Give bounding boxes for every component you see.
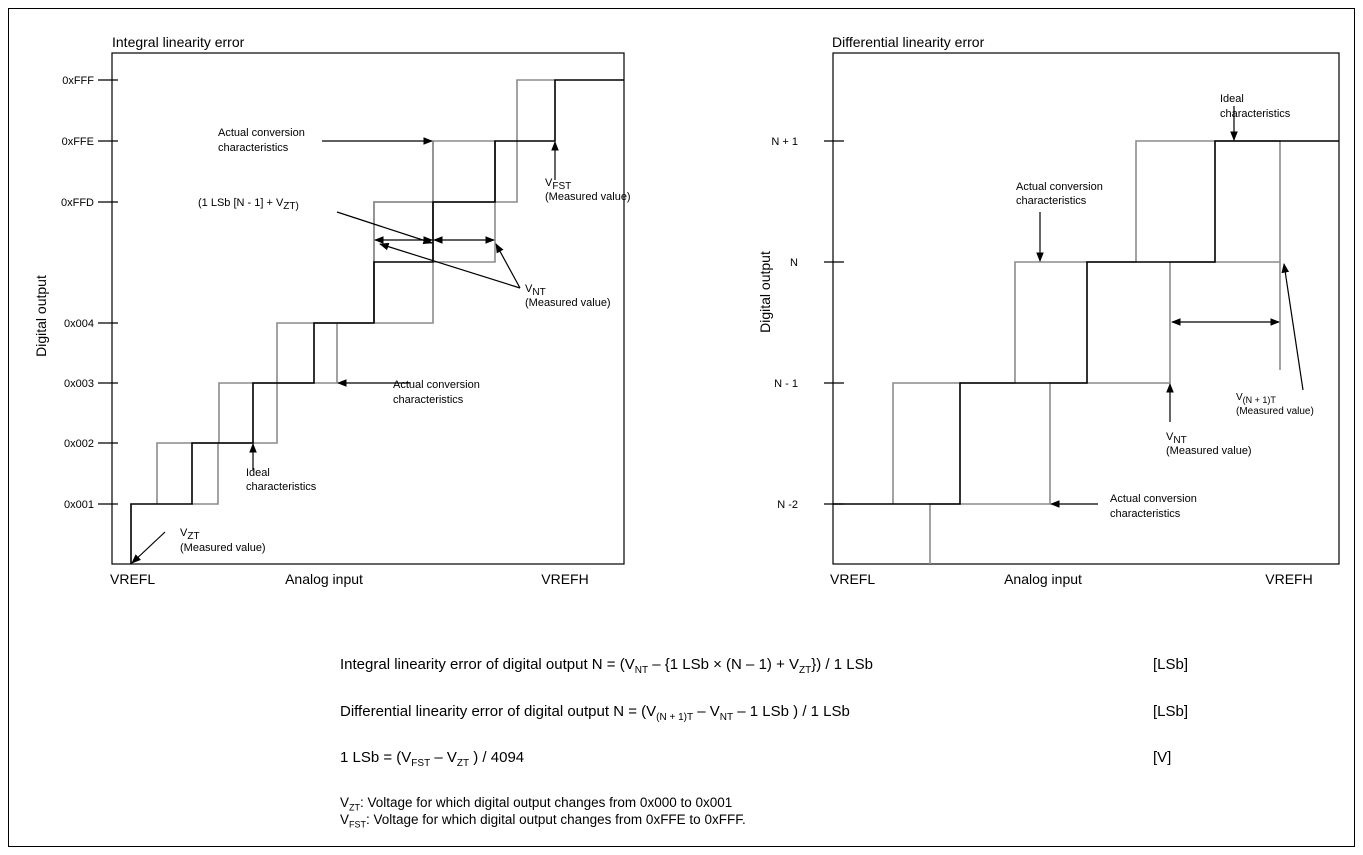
note-vfst: VFST: Voltage for which digital output c… xyxy=(340,812,746,830)
ideal-label-line1: Ideal xyxy=(246,467,270,479)
differential-linearity-chart: Differential linearity error N + 1 N N -… xyxy=(757,34,1340,587)
left-y-axis-label: Digital output xyxy=(33,275,49,357)
left-actual-staircase xyxy=(130,79,624,564)
formula-lsb: 1 LSb = (VFST – VZT ) / 4094 xyxy=(340,749,525,769)
y-tick-0x004: 0x004 xyxy=(64,318,94,330)
right-actual-bot-line2: characteristics xyxy=(1110,508,1181,520)
right-ideal-line2: characteristics xyxy=(1220,108,1291,120)
integral-linearity-chart: Integral linearity error 0xFFF 0xFFE 0xF… xyxy=(33,34,631,587)
lsb-annotation: (1 LSb [N - 1] + VZT) xyxy=(198,197,299,212)
left-annotations: Actual conversion characteristics (1 LSb… xyxy=(131,127,631,564)
vzt-label: VZT xyxy=(180,527,200,542)
right-actual-top-line1: Actual conversion xyxy=(1016,181,1103,193)
actual-conversion-mid-line2: characteristics xyxy=(393,394,464,406)
vfst-note: (Measured value) xyxy=(545,191,631,203)
y-tick-n-minus-2: N -2 xyxy=(777,499,798,511)
figure-frame xyxy=(8,8,1355,847)
y-tick-n-minus-1: N - 1 xyxy=(774,378,798,390)
vnt-label: VNT xyxy=(525,283,546,298)
y-tick-0xffe: 0xFFE xyxy=(62,136,94,148)
right-plot-border xyxy=(832,52,1340,565)
right-vnt-label: VNT xyxy=(1166,431,1187,446)
right-x-axis-label: Analog input xyxy=(1004,571,1082,587)
left-y-ticks: 0xFFF 0xFFE 0xFFD 0x004 0x003 0x002 0x00… xyxy=(61,75,118,511)
y-tick-0xffd: 0xFFD xyxy=(61,197,94,209)
left-chart-title: Integral linearity error xyxy=(112,34,245,50)
actual-conversion-top-line2: characteristics xyxy=(218,142,289,154)
y-tick-0x002: 0x002 xyxy=(64,438,94,450)
vn1t-label: V(N + 1)T xyxy=(1236,392,1276,405)
formula-integral-unit: [LSb] xyxy=(1153,656,1189,673)
right-x-max-label: VREFH xyxy=(1265,571,1312,587)
y-tick-n-plus-1: N + 1 xyxy=(771,136,798,148)
formula-lsb-unit: [V] xyxy=(1153,749,1172,766)
formula-differential: Differential linearity error of digital … xyxy=(340,703,850,723)
y-tick-n: N xyxy=(790,257,798,269)
left-x-axis-label: Analog input xyxy=(285,571,363,587)
note-vzt: VZT: Voltage for which digital output ch… xyxy=(340,795,733,813)
left-x-min-label: VREFL xyxy=(110,571,155,587)
y-tick-0x001: 0x001 xyxy=(64,499,94,511)
left-x-max-label: VREFH xyxy=(541,571,588,587)
right-annotations: Ideal characteristics Actual conversion … xyxy=(1016,93,1314,520)
ideal-label-line2: characteristics xyxy=(246,481,317,493)
right-x-min-label: VREFL xyxy=(830,571,875,587)
actual-conversion-mid-line1: Actual conversion xyxy=(393,379,480,391)
right-y-axis-label: Digital output xyxy=(757,251,773,333)
right-vnt-note: (Measured value) xyxy=(1166,445,1252,457)
right-ideal-line1: Ideal xyxy=(1220,93,1244,105)
vzt-note: (Measured value) xyxy=(180,542,266,554)
vfst-label: VFST xyxy=(545,177,571,192)
y-tick-0xfff: 0xFFF xyxy=(62,75,94,87)
formula-integral: Integral linearity error of digital outp… xyxy=(340,656,873,676)
right-actual-staircase xyxy=(833,140,1339,505)
right-chart-title: Differential linearity error xyxy=(832,34,985,50)
y-tick-0x003: 0x003 xyxy=(64,378,94,390)
actual-conversion-top-line1: Actual conversion xyxy=(218,127,305,139)
right-actual-bot-line1: Actual conversion xyxy=(1110,493,1197,505)
vn1t-note: (Measured value) xyxy=(1236,406,1314,417)
left-plot-border xyxy=(111,52,625,565)
right-actual-top-line2: characteristics xyxy=(1016,195,1087,207)
formula-differential-unit: [LSb] xyxy=(1153,703,1189,720)
vnt-note: (Measured value) xyxy=(525,297,611,309)
